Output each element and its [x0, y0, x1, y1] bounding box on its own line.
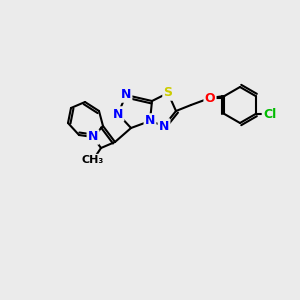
Text: CH₃: CH₃ — [82, 155, 104, 165]
Text: N: N — [159, 119, 169, 133]
Text: N: N — [121, 88, 131, 101]
Text: N: N — [145, 115, 155, 128]
Text: S: S — [164, 86, 172, 100]
Text: O: O — [205, 92, 215, 104]
Text: N: N — [113, 107, 123, 121]
Text: Cl: Cl — [263, 107, 276, 121]
Text: N: N — [88, 130, 98, 143]
